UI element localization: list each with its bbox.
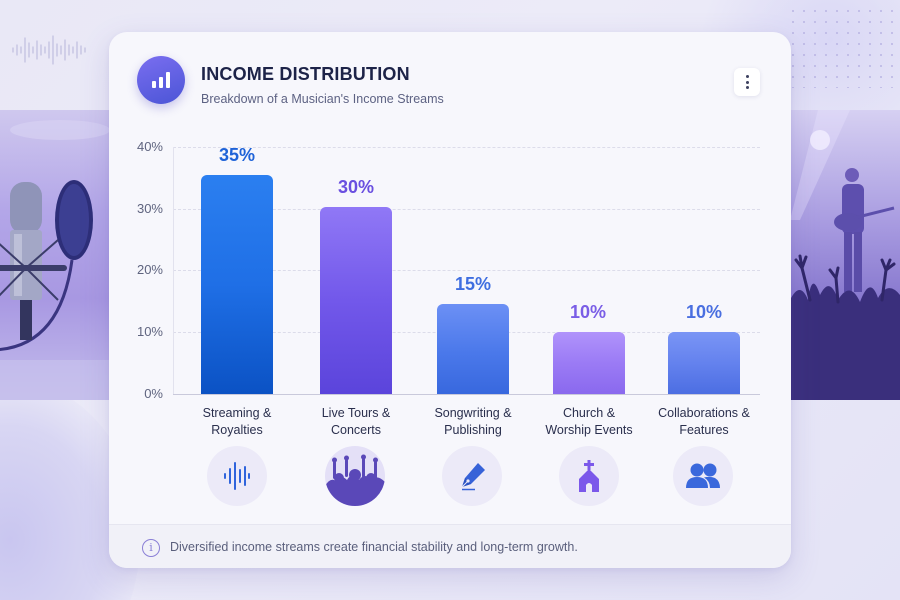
y-tick-label: 30% (136, 201, 163, 216)
grid-line (173, 147, 760, 148)
income-distribution-card: INCOME DISTRIBUTION Breakdown of a Music… (109, 32, 791, 568)
category-label-line: Streaming & (202, 406, 272, 420)
bar-value-label: 35% (218, 145, 256, 165)
category-label-line: Royalties (211, 423, 263, 437)
bar-live-tours-concerts[interactable] (320, 207, 392, 394)
x-axis (173, 394, 760, 395)
y-axis (173, 147, 174, 394)
grid-line (173, 209, 760, 210)
bar-songwriting-publishing[interactable] (437, 304, 509, 394)
more-vertical-icon-dot (745, 86, 749, 89)
footer-note: Diversified income streams create financ… (170, 540, 578, 554)
category-label-line: Collaborations & (658, 406, 750, 420)
microphone-photo (0, 110, 110, 400)
bar-value-label: 10% (685, 302, 723, 322)
info-footer: i Diversified income streams create fina… (109, 524, 791, 568)
more-options-button[interactable] (734, 68, 760, 96)
category-label-church: Church & Worship Events (529, 405, 649, 439)
page-subtitle: Breakdown of a Musician's Income Streams (201, 92, 444, 106)
category-label-line: Songwriting & (434, 406, 512, 420)
category-label-collaborations: Collaborations & Features (644, 405, 764, 439)
concert-photo (790, 110, 900, 400)
concert-performer-icon (790, 110, 900, 400)
info-icon: i (142, 539, 160, 557)
bar-collaborations-features[interactable] (668, 332, 740, 394)
category-label-line: Worship Events (545, 423, 633, 437)
page-title: INCOME DISTRIBUTION (201, 64, 410, 84)
category-label-line: Concerts (330, 423, 382, 437)
bar-value-label: 30% (337, 177, 375, 197)
category-label-line: Features (679, 423, 729, 437)
bar-church-worship-events[interactable] (553, 332, 625, 394)
bar-chart-icon (137, 56, 185, 104)
grid-line (173, 270, 760, 271)
sound-wave-icon (207, 446, 267, 506)
y-tick-label: 40% (136, 139, 163, 154)
y-tick-label: 10% (136, 324, 163, 339)
category-label-songwriting: Songwriting & Publishing (413, 405, 533, 439)
category-label-line: Live Tours & (321, 406, 391, 420)
sound-wave-decoration-icon (12, 35, 86, 65)
bar-chart: 0% 10% 20% 30% 40% 35% 30% 15% 10% 10% S… (109, 32, 791, 437)
y-tick-label: 0% (144, 386, 163, 401)
crowd-icon (325, 446, 385, 506)
bar-value-label: 10% (569, 302, 607, 322)
y-tick-label: 20% (136, 262, 163, 277)
category-label-line: Publishing (444, 423, 502, 437)
microphone-icon (0, 120, 110, 400)
bar-streaming-royalties[interactable] (201, 175, 273, 394)
bar-value-label: 15% (454, 274, 492, 294)
more-vertical-icon-dot (745, 80, 749, 84)
category-label-live-tours: Live Tours & Concerts (296, 405, 416, 439)
church-icon (559, 446, 619, 506)
category-label-line: Church & (562, 406, 616, 420)
fountain-pen-icon (442, 446, 502, 506)
users-icon (673, 446, 733, 506)
more-vertical-icon (745, 75, 749, 78)
category-label-streaming: Streaming & Royalties (177, 405, 297, 439)
dot-grid-decoration (790, 8, 900, 88)
